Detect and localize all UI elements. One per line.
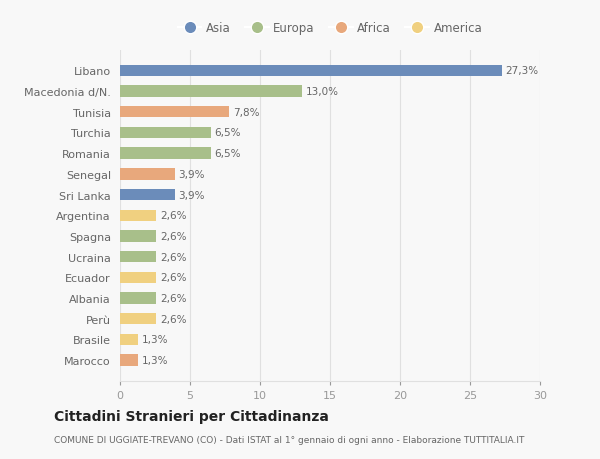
Text: 3,9%: 3,9% <box>178 190 205 200</box>
Bar <box>120 272 157 283</box>
Bar <box>120 334 138 345</box>
Text: 1,3%: 1,3% <box>142 335 168 345</box>
Bar <box>120 107 229 118</box>
Bar <box>120 128 211 139</box>
Text: 2,6%: 2,6% <box>160 314 187 324</box>
Text: 6,5%: 6,5% <box>215 128 241 138</box>
Bar <box>120 355 138 366</box>
Text: 2,6%: 2,6% <box>160 293 187 303</box>
Bar <box>120 252 157 263</box>
Bar <box>120 231 157 242</box>
Bar <box>120 313 157 325</box>
Text: 2,6%: 2,6% <box>160 211 187 221</box>
Legend: Asia, Europa, Africa, America: Asia, Europa, Africa, America <box>175 20 485 38</box>
Bar <box>120 66 502 77</box>
Text: 1,3%: 1,3% <box>142 355 168 365</box>
Bar <box>120 190 175 201</box>
Text: 2,6%: 2,6% <box>160 231 187 241</box>
Bar <box>120 293 157 304</box>
Text: 2,6%: 2,6% <box>160 273 187 283</box>
Bar <box>120 148 211 159</box>
Text: 7,8%: 7,8% <box>233 107 259 118</box>
Text: 3,9%: 3,9% <box>178 169 205 179</box>
Text: Cittadini Stranieri per Cittadinanza: Cittadini Stranieri per Cittadinanza <box>54 409 329 423</box>
Text: 2,6%: 2,6% <box>160 252 187 262</box>
Bar <box>120 210 157 221</box>
Bar <box>120 169 175 180</box>
Text: 27,3%: 27,3% <box>506 66 539 76</box>
Bar <box>120 86 302 97</box>
Text: 13,0%: 13,0% <box>305 87 338 97</box>
Text: COMUNE DI UGGIATE-TREVANO (CO) - Dati ISTAT al 1° gennaio di ogni anno - Elabora: COMUNE DI UGGIATE-TREVANO (CO) - Dati IS… <box>54 435 524 443</box>
Text: 6,5%: 6,5% <box>215 149 241 159</box>
